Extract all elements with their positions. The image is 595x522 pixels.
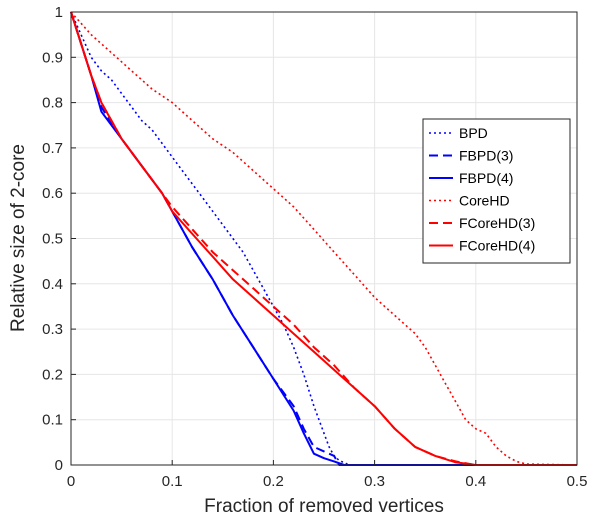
legend-box [422,118,571,264]
x-tick-label: 0.5 [567,473,588,490]
x-tick-label: 0.1 [162,473,183,490]
y-tick-label: 0.8 [42,95,63,112]
y-tick-label: 0.4 [42,276,63,293]
legend-label: BPD [459,125,488,141]
y-tick-label: 0.1 [42,412,63,429]
axis-ticks: 0 0.1 0.2 0.3 0.4 0.5 0 0.1 0.2 0.3 0.4 0.5 0.6 0.7 0.… [42,4,587,490]
y-tick-label: 0.7 [42,140,63,157]
y-tick-label: 0.9 [42,49,63,66]
y-tick-label: 1 [55,4,63,21]
series-line-1 [70,11,577,466]
legend-label: FCoreHD(3) [459,215,535,231]
x-axis-label: Fraction of removed vertices [204,496,444,517]
y-tick-label: 0.3 [42,321,63,338]
series-line-3 [70,11,577,466]
legend-label: FBPD(3) [459,148,513,164]
y-tick-label: 0.6 [42,185,63,202]
legend-label: CoreHD [459,193,510,209]
y-tick-label: 0 [55,457,63,474]
x-tick-label: 0.4 [465,473,486,490]
x-tick-label: 0 [67,473,75,490]
y-tick-label: 0.5 [42,231,63,248]
y-axis-label: Relative size of 2-core [8,144,29,332]
y-tick-label: 0.2 [42,366,63,383]
series-line-6 [70,11,577,466]
x-tick-label: 0.2 [263,473,284,490]
legend-label: FCoreHD(4) [459,238,535,254]
x-tick-label: 0.3 [364,473,385,490]
series-layer [70,11,578,466]
legend: BPD FBPD(3) FBPD(4) CoreHD FCoreHD(3) FCoreHD… [422,118,571,264]
legend-label: FBPD(4) [459,170,513,186]
